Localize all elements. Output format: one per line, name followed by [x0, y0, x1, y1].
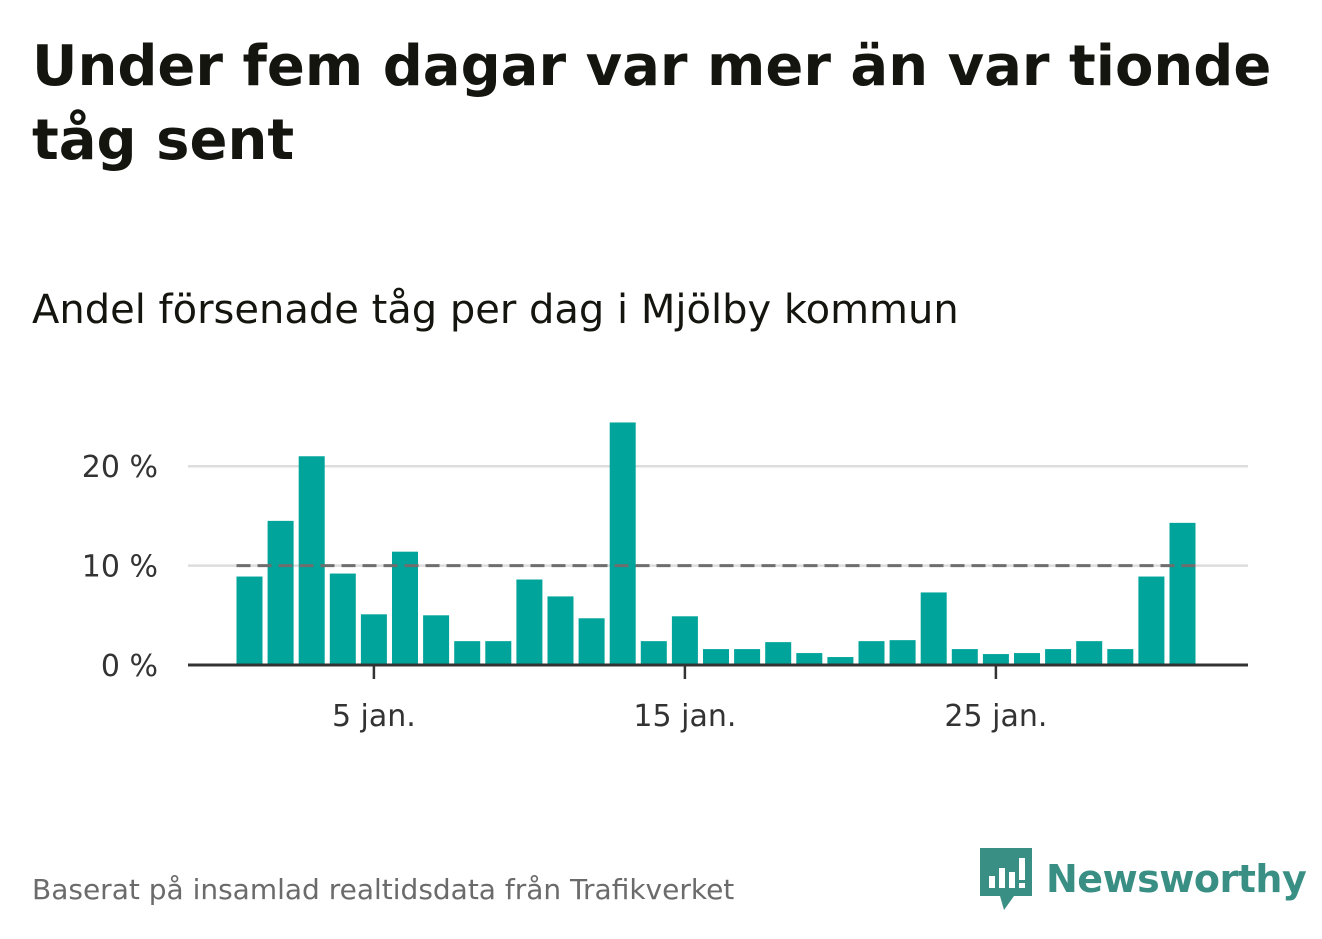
- y-tick-label: 0 %: [101, 649, 158, 684]
- x-tick-label: 25 jan.: [944, 699, 1047, 734]
- chart-subtitle: Andel försenade tåg per dag i Mjölby kom…: [32, 287, 959, 333]
- bar: [640, 641, 667, 665]
- bar: [578, 618, 605, 665]
- bar: [298, 456, 325, 665]
- bar: [454, 641, 481, 665]
- bar: [671, 616, 698, 665]
- bar: [951, 649, 978, 665]
- bar: [1014, 653, 1040, 665]
- bar: [1138, 576, 1165, 665]
- bar: [858, 641, 885, 665]
- bar: [485, 641, 512, 665]
- bar: [236, 576, 263, 665]
- y-tick-label: 20 %: [82, 450, 158, 485]
- bar: [796, 653, 823, 665]
- source-note: Baserat på insamlad realtidsdata från Tr…: [32, 873, 735, 906]
- bar: [609, 422, 636, 665]
- bar: [734, 649, 761, 665]
- bar: [360, 614, 387, 665]
- bar: [889, 640, 916, 665]
- bar: [267, 520, 294, 665]
- bar: [423, 615, 450, 665]
- x-tick-label: 5 jan.: [332, 699, 416, 734]
- bar: [329, 573, 356, 665]
- bar: [1107, 649, 1134, 665]
- bar: [392, 551, 418, 665]
- newsworthy-logo-icon: [980, 848, 1032, 910]
- bar: [765, 642, 792, 665]
- bar: [920, 592, 947, 665]
- y-tick-label: 10 %: [82, 550, 158, 585]
- bar: [516, 579, 543, 665]
- bar: [982, 654, 1009, 665]
- bar: [827, 657, 854, 665]
- bar: [703, 649, 729, 665]
- chart-title: Under fem dagar var mer än var tionde tå…: [32, 34, 1272, 173]
- brand-logo: Newsworthy: [980, 846, 1307, 912]
- x-tick-label: 15 jan.: [633, 699, 736, 734]
- bar: [547, 596, 574, 665]
- bar: [1169, 522, 1196, 665]
- brand-name: Newsworthy: [1046, 857, 1307, 901]
- bar: [1076, 641, 1103, 665]
- bar: [1045, 649, 1072, 665]
- bar-chart: 0 % 10 % 20 % 5 jan. 15 jan. 25 jan.: [82, 422, 1248, 734]
